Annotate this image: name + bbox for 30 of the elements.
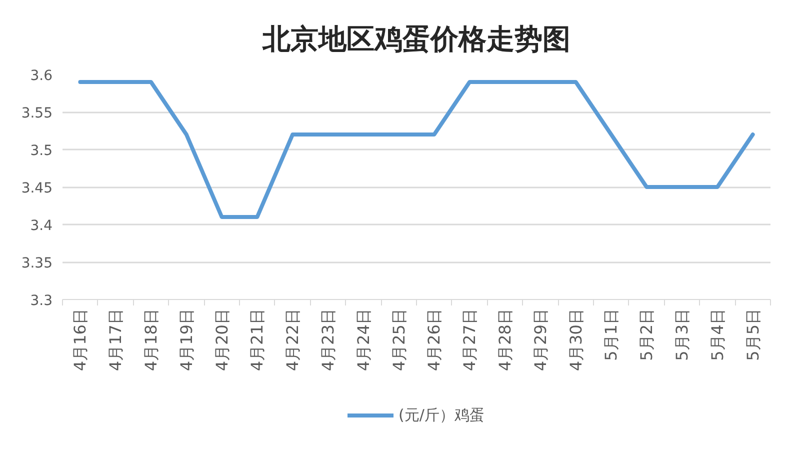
legend-label: (元/斤）鸡蛋 — [398, 406, 484, 424]
x-tick-label: 4月21日 — [248, 308, 267, 372]
x-tick-label: 4月30日 — [566, 308, 586, 372]
x-tick-label: 4月25日 — [389, 308, 408, 372]
x-tick-label: 4月17日 — [106, 308, 126, 372]
x-tick-label: 4月18日 — [142, 308, 160, 372]
x-tick-label: 4月19日 — [176, 308, 196, 372]
x-tick-label: 4月29日 — [530, 308, 550, 372]
y-tick-label: 3.35 — [21, 256, 52, 272]
chart-title: 北京地区鸡蛋价格走势图 — [262, 22, 570, 56]
x-tick-label: 4月23日 — [318, 308, 338, 372]
x-tick-label: 4月27日 — [460, 308, 480, 372]
x-tick-label: 4月20日 — [212, 308, 232, 372]
y-tick-label: 3.6 — [30, 68, 53, 84]
y-tick-label: 3.3 — [30, 293, 52, 309]
y-tick-label: 3.55 — [21, 106, 52, 122]
x-tick-label: 5月5日 — [743, 308, 762, 361]
x-tick-label: 5月3日 — [672, 308, 692, 361]
line-series — [78, 80, 755, 219]
x-tick-label: 4月22日 — [283, 308, 302, 372]
x-tick-label: 4月16日 — [70, 308, 90, 372]
y-tick-label: 3.4 — [30, 218, 53, 234]
x-tick-label: 4月24日 — [354, 308, 373, 372]
x-tick-label: 5月2日 — [637, 308, 656, 361]
x-tick-label: 5月1日 — [602, 308, 621, 361]
x-tick-label: 4月28日 — [496, 308, 514, 372]
y-tick-label: 3.5 — [30, 143, 52, 159]
y-tick-label: 3.45 — [21, 180, 52, 196]
x-tick-label: 4月26日 — [424, 308, 444, 372]
x-tick-label: 5月4日 — [708, 308, 727, 361]
